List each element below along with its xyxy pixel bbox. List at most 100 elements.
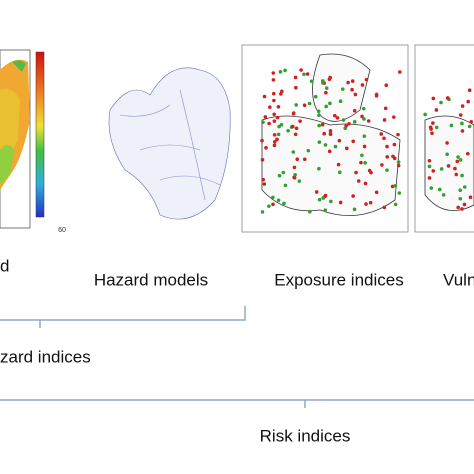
map-dot xyxy=(292,165,297,170)
map-dot xyxy=(428,125,433,130)
map-dot xyxy=(368,200,373,205)
map-dot xyxy=(427,164,432,169)
map-dot xyxy=(439,100,443,105)
map-dot xyxy=(363,181,368,186)
map-dot xyxy=(458,158,463,162)
map-axis-label: 60 xyxy=(58,227,66,234)
hazard-brace xyxy=(0,306,246,328)
map-dot xyxy=(281,170,286,175)
map-dot xyxy=(261,120,265,124)
map-dot xyxy=(298,119,302,123)
map-dot xyxy=(263,115,268,119)
map-dot xyxy=(335,116,340,120)
map-dot xyxy=(453,166,457,171)
map-dot xyxy=(341,118,346,122)
map-dot xyxy=(454,172,459,177)
map-dot xyxy=(328,132,333,137)
map-dot xyxy=(344,146,349,151)
map-dot xyxy=(316,109,321,114)
map-dot xyxy=(291,111,296,116)
exposure-map xyxy=(241,44,409,233)
map-dot xyxy=(460,173,464,178)
map-dot xyxy=(393,184,398,188)
hazard-models-label: Hazard models xyxy=(94,270,208,289)
map-dot xyxy=(333,144,338,149)
map-dot xyxy=(356,179,361,183)
map-dot xyxy=(291,150,296,154)
map-dot xyxy=(466,99,470,104)
map-dot xyxy=(283,68,287,73)
map-dot xyxy=(390,184,395,189)
map-dot xyxy=(445,152,449,157)
map-dot xyxy=(276,198,281,203)
map-dot xyxy=(392,115,396,119)
map-dot xyxy=(267,204,271,208)
map-dot xyxy=(268,105,272,110)
map-dot xyxy=(272,112,276,117)
map-dot xyxy=(327,149,332,154)
map-dot xyxy=(352,120,357,124)
map-dot xyxy=(398,70,402,74)
map-dot xyxy=(391,154,395,159)
hazard-model-map xyxy=(108,67,231,220)
map-dot xyxy=(427,176,432,180)
hazard-map: 60 xyxy=(0,49,66,234)
map-dot xyxy=(350,79,355,83)
map-dot xyxy=(458,196,463,201)
map-dot xyxy=(427,158,432,163)
map-dot xyxy=(354,170,358,175)
map-dot xyxy=(360,114,364,119)
map-dot xyxy=(307,101,312,106)
map-dot xyxy=(299,68,303,72)
map-dot xyxy=(385,155,390,159)
map-dot xyxy=(283,183,288,188)
map-dot xyxy=(380,163,384,167)
map-dot xyxy=(467,88,472,93)
map-dot xyxy=(362,134,367,138)
exposure-indices-label: Exposure indices xyxy=(274,270,403,289)
map-dot xyxy=(324,86,329,90)
map-dot xyxy=(271,195,275,200)
map-dot xyxy=(351,194,355,198)
map-dot xyxy=(272,133,277,137)
map-dot xyxy=(272,98,276,103)
map-dot xyxy=(362,117,366,121)
map-dot xyxy=(336,162,341,167)
map-dot xyxy=(329,199,333,204)
map-dot xyxy=(293,172,297,177)
map-dot xyxy=(374,190,379,195)
map-dot xyxy=(278,70,283,74)
map-dot xyxy=(361,106,366,111)
map-dot xyxy=(344,123,349,128)
map-dot xyxy=(264,146,268,150)
map-dot xyxy=(350,87,354,92)
map-dot xyxy=(462,202,467,207)
map-dot xyxy=(338,99,343,104)
map-dot xyxy=(351,139,356,144)
map-dot xyxy=(271,202,275,207)
map-dot xyxy=(317,123,321,128)
map-dot xyxy=(317,113,321,118)
map-dot xyxy=(309,79,314,83)
map-dot xyxy=(352,207,357,212)
map-dot xyxy=(423,112,427,117)
vulnerability-label: Vuln xyxy=(443,270,474,289)
map-dot xyxy=(431,121,435,125)
map-dot xyxy=(333,113,337,118)
map-dot xyxy=(462,185,467,189)
map-dot xyxy=(272,143,277,148)
map-dot xyxy=(323,193,328,198)
map-dot xyxy=(271,71,276,75)
map-dot xyxy=(324,90,328,95)
map-dot xyxy=(272,119,277,123)
map-dot xyxy=(392,142,397,147)
map-dot xyxy=(261,177,265,182)
map-dot xyxy=(437,187,442,192)
map-dot xyxy=(276,104,281,109)
map-dot xyxy=(313,94,318,99)
map-dot xyxy=(364,202,368,206)
map-dot xyxy=(328,129,333,133)
map-dot xyxy=(469,119,474,124)
map-dot xyxy=(293,75,298,80)
